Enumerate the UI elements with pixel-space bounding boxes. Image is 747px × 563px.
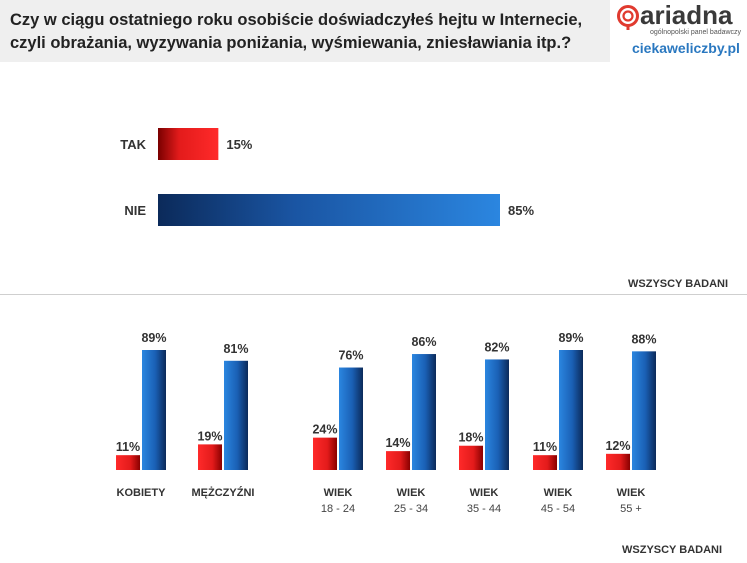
category-sublabel-4: 35 - 44	[467, 503, 501, 515]
category-label-tak: TAK	[120, 137, 146, 152]
label-nie-4: 82%	[484, 340, 509, 354]
bar-tak-1	[198, 444, 222, 470]
label-nie-5: 89%	[558, 331, 583, 345]
bar-nie-6	[632, 351, 656, 470]
category-label-6: WIEK	[617, 487, 646, 499]
label-tak-1: 19%	[197, 429, 222, 443]
section-divider	[0, 294, 747, 295]
category-label-5: WIEK	[544, 487, 573, 499]
label-nie-3: 86%	[411, 335, 436, 349]
chart-title: Czy w ciągu ostatniego roku osobiście do…	[10, 9, 610, 55]
category-sublabel-5: 45 - 54	[541, 503, 575, 515]
label-nie-2: 76%	[338, 349, 363, 363]
value-label-nie: 85%	[508, 203, 534, 218]
overall-bar-chart: TAK 15% NIE 85%	[120, 128, 534, 226]
bar-tak-6	[606, 453, 630, 470]
bar-tak-0	[116, 455, 140, 470]
bar-tak-3	[386, 451, 410, 470]
category-label-1: MĘŻCZYŹNI	[192, 486, 255, 499]
bar-tak-5	[533, 455, 557, 470]
category-label-2: WIEK	[324, 487, 353, 499]
bar-nie-0	[142, 350, 166, 470]
ariadna-logo: ariadna ogólnopolski panel badawczy	[616, 0, 742, 60]
category-label-0: KOBIETY	[117, 487, 167, 499]
value-label-tak: 15%	[226, 137, 252, 152]
title-line-2: czyli obrażania, wyzywania poniżania, wy…	[10, 34, 572, 52]
label-tak-6: 12%	[605, 439, 630, 453]
breakdown-bar-chart: 11% 89% KOBIETY 19% 81% MĘŻCZYŹNI 24% 76% WIEK 18…	[116, 331, 657, 515]
bar-tak	[158, 128, 219, 160]
category-sublabel-2: 18 - 24	[321, 503, 355, 515]
logo-tagline: ogólnopolski panel badawczy	[650, 29, 742, 36]
label-nie-0: 89%	[141, 331, 166, 345]
category-sublabel-6: 55 +	[620, 503, 642, 515]
label-tak-0: 11%	[116, 440, 140, 454]
site-name: ciekaweliczby.pl	[632, 40, 740, 56]
label-nie-6: 88%	[631, 332, 656, 346]
footnote-top: WSZYSCY BADANI	[628, 278, 729, 290]
title-line-1: Czy w ciągu ostatniego roku osobiście do…	[10, 11, 583, 29]
logo-wordmark: ariadna	[640, 0, 733, 30]
bar-nie-2	[339, 367, 363, 470]
bar-nie-5	[559, 350, 583, 470]
label-tak-4: 18%	[458, 431, 483, 445]
footnote-bottom: WSZYSCY BADANI	[622, 544, 723, 556]
category-label-nie: NIE	[124, 203, 146, 218]
bar-nie-4	[485, 359, 509, 470]
label-tak-3: 14%	[385, 436, 410, 450]
category-sublabel-3: 25 - 34	[394, 503, 428, 515]
ariadna-logo-icon	[617, 5, 639, 30]
header-band	[0, 0, 610, 62]
bar-tak-2	[313, 437, 337, 470]
label-tak-2: 24%	[312, 423, 337, 437]
category-label-3: WIEK	[397, 487, 426, 499]
bar-tak-4	[459, 445, 483, 470]
bar-nie	[158, 194, 500, 226]
bar-nie-3	[412, 354, 436, 470]
label-nie-1: 81%	[223, 342, 248, 356]
bar-nie-1	[224, 360, 248, 470]
label-tak-5: 11%	[533, 440, 557, 454]
category-label-4: WIEK	[470, 487, 499, 499]
